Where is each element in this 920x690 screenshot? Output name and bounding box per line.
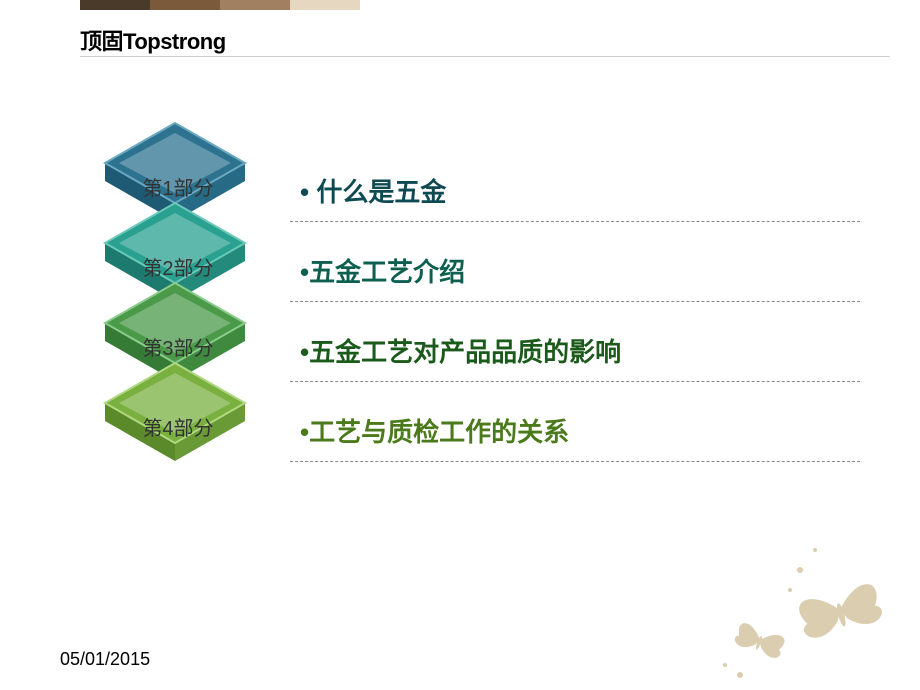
agenda-row: 第3部分 •五金工艺对产品品质的影响 [90, 310, 860, 390]
butterfly-decoration [700, 490, 920, 690]
section-title: •五金工艺介绍 [300, 252, 465, 289]
section-label: 第1部分 [128, 172, 228, 201]
section-title: •五金工艺对产品品质的影响 [300, 332, 621, 369]
topbar-segment [150, 0, 220, 10]
topbar-segment [290, 0, 360, 10]
row-divider [290, 221, 860, 222]
agenda-row: 第4部分 •工艺与质检工作的关系 [90, 390, 860, 470]
agenda-row: 第1部分 • 什么是五金 [90, 150, 860, 230]
logo-cn: 顶固 [80, 29, 123, 54]
section-label: 第2部分 [128, 252, 228, 281]
section-title: • 什么是五金 [300, 172, 446, 209]
section-title: •工艺与质检工作的关系 [300, 412, 569, 449]
slide-date: 05/01/2015 [60, 649, 150, 670]
row-divider [290, 381, 860, 382]
topbar-segment [80, 0, 150, 10]
topbar-segment [220, 0, 290, 10]
row-divider [290, 461, 860, 462]
section-label: 第3部分 [128, 332, 228, 361]
agenda-content: 第1部分 • 什么是五金 第2部分 •五金工艺介绍 第3部分 •五金工艺对产品品质的影… [90, 150, 860, 470]
top-color-bar [80, 0, 360, 10]
logo-en: Topstrong [123, 29, 226, 54]
section-label: 第4部分 [128, 412, 228, 441]
header-divider [80, 56, 890, 57]
agenda-row: 第2部分 •五金工艺介绍 [90, 230, 860, 310]
row-divider [290, 301, 860, 302]
brand-logo: 顶固Topstrong [80, 24, 226, 56]
